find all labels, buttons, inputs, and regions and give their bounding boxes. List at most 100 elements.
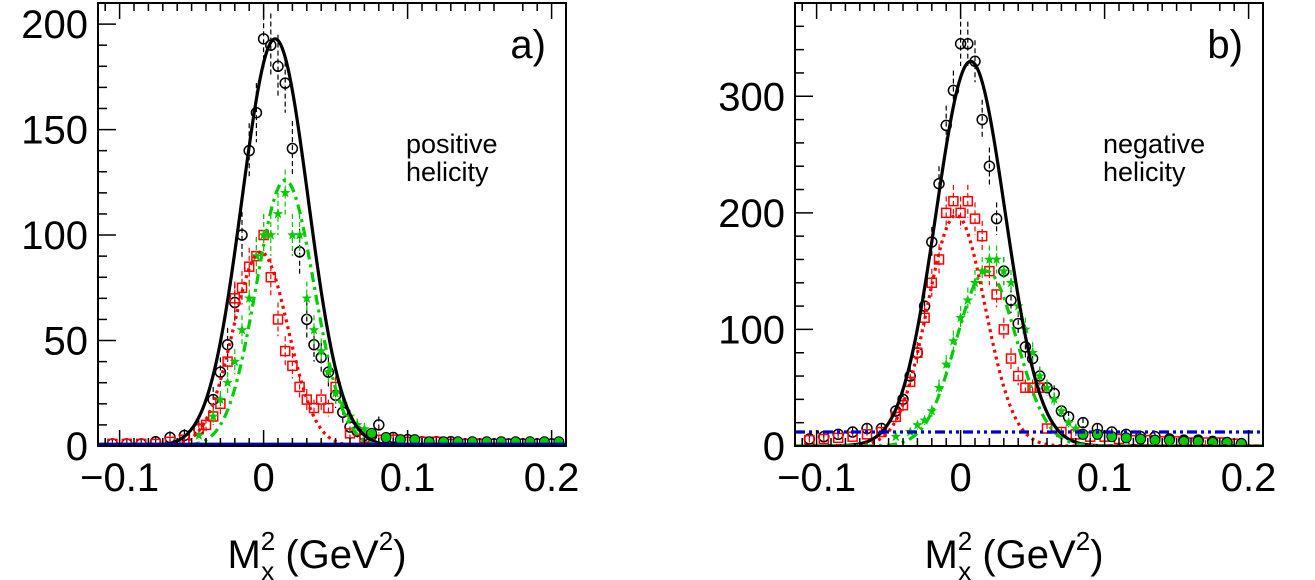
y-tick-label: 0 [763,425,785,469]
data-point [1135,433,1147,445]
data-point [1235,438,1247,446]
data-point [193,429,205,440]
data-point [1034,370,1046,381]
x-label-unit-sup: 2 [1076,526,1090,556]
x-tick-label: 0 [252,456,274,500]
data-point [919,414,930,425]
panel-label: a) [510,23,546,67]
x-axis-label: M2 x (GeV2) [924,526,1103,580]
data-point [315,345,327,356]
y-tick-label: 200 [21,3,88,47]
data-point [912,419,923,430]
x-axis-label: M2 x (GeV2) [227,526,406,580]
panel-label: b) [1207,23,1243,67]
x-label-main: M [227,533,260,577]
data-point [926,277,938,289]
data-point [243,292,255,303]
x-label-sub: x [261,556,274,580]
data-point [337,398,349,409]
data-point [1077,416,1089,429]
data-point [940,207,952,219]
helicity-annotation: positive [406,129,498,159]
x-label-unit: (GeV [971,533,1076,577]
data-point [279,345,291,357]
data-point [969,277,981,288]
x-label-unit: (GeV [274,533,379,577]
data-point [998,265,1010,276]
fit-curve-solid [98,37,566,446]
data-point [287,229,298,240]
data-point [1221,437,1233,446]
helicity-annotation: helicity [406,157,489,187]
x-tick-label: 0.2 [524,456,580,500]
data-point [1063,417,1074,428]
plot-frame [794,2,1264,447]
data-point [229,293,241,304]
y-tick-label: 150 [21,109,88,153]
data-point [1192,435,1204,446]
y-tick-label: 50 [44,320,89,364]
data-point [258,229,269,240]
data-point [1056,405,1067,416]
data-point [323,366,334,377]
data-point [323,402,334,414]
data-point [926,405,938,416]
x-label-main: M [924,533,957,577]
data-point [991,253,1002,264]
data-point [265,271,277,283]
data-point [308,324,320,335]
y-tick-label: 300 [718,75,785,119]
data-point [287,360,298,372]
data-point [933,382,945,393]
data-point [940,358,952,369]
data-point [200,419,212,431]
data-point [948,335,959,346]
data-point [1048,393,1060,404]
fit-curve-dotted [795,213,1263,446]
plot-frame [97,2,567,447]
plot-content [98,7,566,446]
data-point [1207,437,1219,446]
data-point [983,160,996,172]
x-label-unit-close: ) [1090,533,1103,577]
data-point [215,394,226,405]
data-point [1005,277,1017,288]
data-point [315,394,327,405]
plot-content [795,21,1263,446]
data-point [1005,353,1017,364]
data-point [962,38,974,50]
data-point [904,370,916,382]
data-point [229,356,241,367]
data-point [976,113,988,126]
helicity-annotation: negative [1103,129,1205,159]
data-point [257,33,270,45]
x-label-sub: x [958,556,971,580]
data-point [948,195,959,207]
y-tick-label: 100 [718,308,785,352]
data-point [984,253,995,264]
x-tick-label: −0.1 [80,456,159,500]
data-point [818,433,830,445]
data-point [359,423,370,434]
x-tick-label: 0.1 [1077,456,1133,500]
data-point [294,381,305,393]
fit-curve-dashdot [98,178,566,446]
data-point [998,324,1010,335]
data-point [1178,435,1190,446]
data-point [222,377,233,388]
data-point [301,292,313,303]
data-point [251,250,262,261]
x-label-unit-close: ) [393,533,406,577]
data-point [1012,370,1024,382]
data-point [991,289,1002,300]
x-tick-label: 0.2 [1221,456,1277,500]
data-point [1027,347,1038,358]
data-point [1041,382,1053,393]
data-point [207,410,219,421]
data-point [265,229,277,240]
data-point [236,324,248,335]
data-point [954,38,967,50]
y-tick-label: 200 [718,192,785,236]
data-point [1070,423,1082,433]
